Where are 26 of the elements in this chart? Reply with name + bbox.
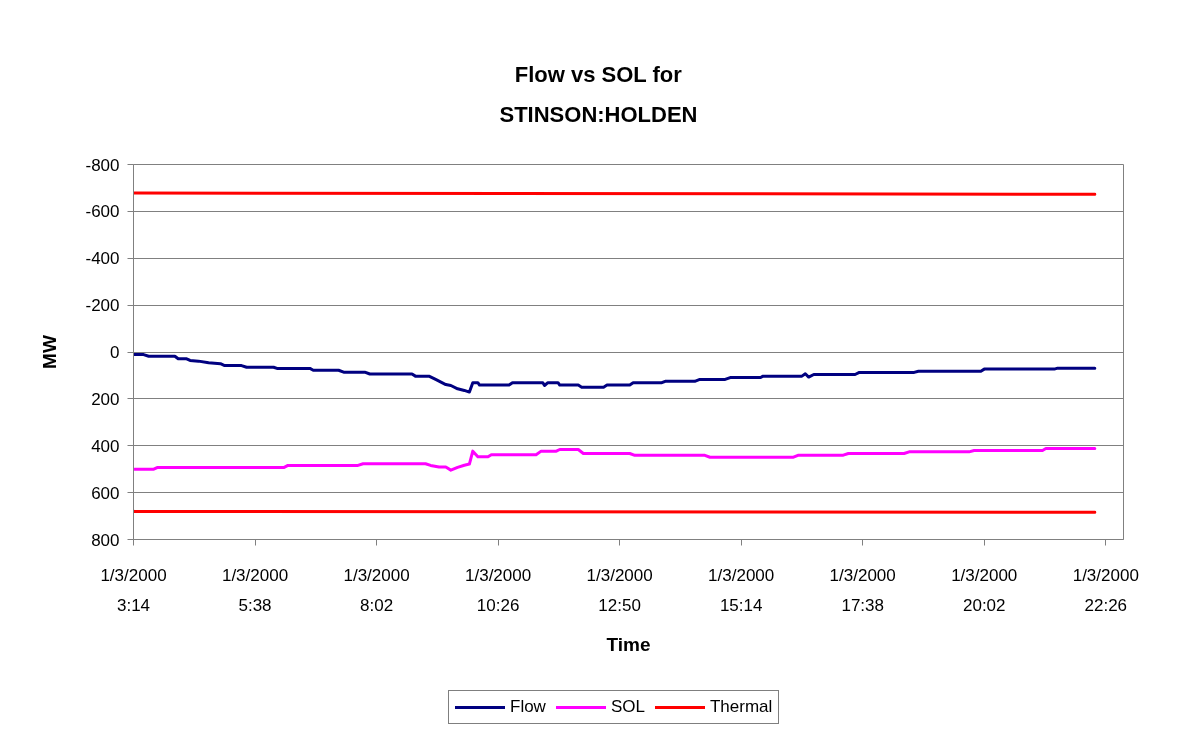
legend-label: Flow: [510, 697, 546, 717]
y-tick-label: -400: [85, 249, 120, 269]
chart-title: Flow vs SOL for STINSON:HOLDEN: [499, 61, 698, 127]
line-series: [133, 353, 1097, 394]
x-axis-title: Time: [606, 633, 651, 655]
x-tick-label: 1/3/2000 3:14: [100, 565, 167, 615]
y-tick-label: 0: [110, 343, 120, 362]
x-tick-label: 1/3/2000 20:02: [951, 565, 1018, 615]
y-tick-label: -600: [85, 202, 120, 222]
line-series: [133, 447, 1097, 472]
y-tick-label: 600: [91, 483, 120, 503]
x-tick-label: 1/3/2000 5:38: [221, 565, 289, 615]
y-tick-label: 400: [91, 436, 120, 456]
x-tick-label: 1/3/2000 10:26: [465, 565, 532, 615]
x-tick-label: 1/3/2000 12:50: [586, 565, 653, 615]
y-tick-label: -200: [85, 296, 120, 316]
y-axis-title: MW: [39, 335, 61, 369]
x-tick-label: 1/3/2000 17:38: [829, 565, 896, 615]
y-tick-label: -800: [85, 155, 120, 175]
legend-label: SOL: [610, 697, 645, 717]
x-tick-label: 1/3/2000 8:02: [343, 565, 410, 615]
y-tick-label: 800: [91, 530, 120, 550]
x-tick-label: 1/3/2000 22:26: [1072, 565, 1139, 615]
legend-label: Thermal: [709, 697, 773, 717]
y-tick-label: 200: [91, 389, 120, 409]
x-tick-label: 1/3/2000 15:14: [708, 565, 775, 615]
